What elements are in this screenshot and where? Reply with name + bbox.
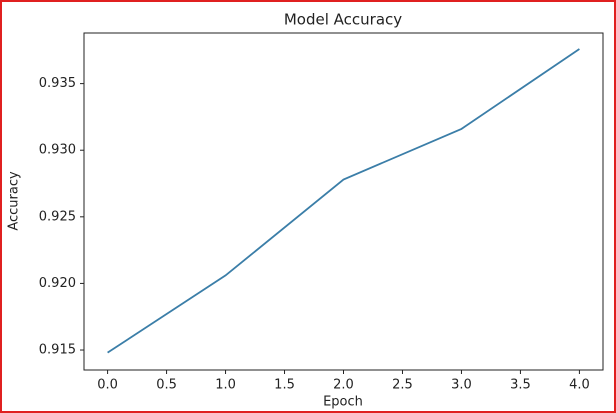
y-tick-label: 0.930 [39, 143, 76, 158]
line [107, 48, 580, 354]
y-tick-label: 0.915 [39, 343, 76, 358]
y-tick-label: 0.920 [39, 276, 76, 291]
x-tick-label: 4.0 [569, 378, 590, 393]
x-tick-label: 3.0 [451, 378, 472, 393]
x-axis-label: Epoch [323, 395, 363, 410]
x-tick-label: 2.0 [333, 378, 354, 393]
x-tick-label: 2.5 [392, 378, 413, 393]
x-tick-label: 1.0 [215, 378, 236, 393]
y-tick-label: 0.925 [39, 209, 76, 224]
x-tick-label: 0.5 [156, 378, 177, 393]
x-tick-label: 0.0 [97, 378, 118, 393]
chart-title: Model Accuracy [284, 11, 402, 29]
x-tick-label: 3.5 [510, 378, 531, 393]
y-axis-label: Accuracy [7, 171, 22, 231]
y-tick-label: 0.935 [39, 76, 76, 91]
x-tick-label: 1.5 [274, 378, 295, 393]
